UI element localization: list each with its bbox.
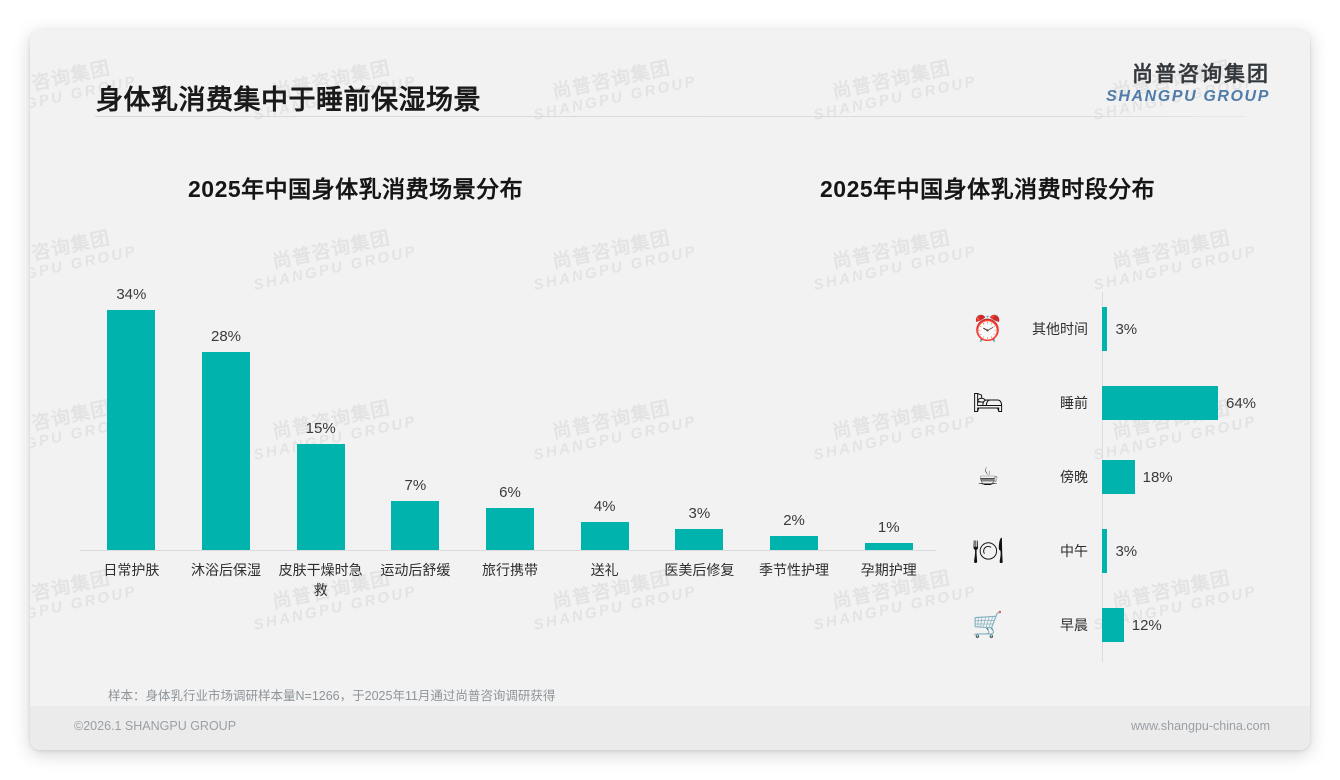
vertical-bar-column: 7% xyxy=(368,260,463,550)
bar-value-label: 2% xyxy=(783,511,805,529)
fork-plate-knife-icon: 🍽 xyxy=(972,536,1004,565)
vertical-bar xyxy=(107,310,156,550)
horizontal-bar-row: 🍽 中午 3% xyxy=(960,514,1290,588)
left-chart-title: 2025年中国身体乳消费场景分布 xyxy=(188,176,524,202)
bar-category-label: 皮肤干燥时急救 xyxy=(278,562,363,598)
shopping-cart-icon: 🛒 xyxy=(972,610,1004,639)
horizontal-bar xyxy=(1102,608,1124,642)
vertical-chart-category-labels: 日常护肤 沐浴后保湿 皮肤干燥时急救 运动后舒缓 旅行携带 送礼 医美后修复 季节性护理 孕期护… xyxy=(70,560,950,600)
vertical-bar-column: 4% xyxy=(557,260,652,550)
scene-distribution-bar-chart: 34% 28% 15% 7% 6% 4% 3% 2% 1% 日常护肤 沐浴后保湿 皮肤干燥时急救 运动… xyxy=(70,260,950,598)
slide-card: 尚普咨询集团 SHANGPU GROUP 尚普咨询集团 SHANGPU GROUP 尚普… xyxy=(30,30,1310,750)
horizontal-bar-row: ☕ 傍晚 18% xyxy=(960,440,1290,514)
alarm-clock-icon: ⏰ xyxy=(972,314,1004,343)
right-chart-title: 2025年中国身体乳消费时段分布 xyxy=(820,176,1156,202)
vertical-bar xyxy=(770,535,819,550)
vertical-bar xyxy=(580,521,629,550)
brand-name-cn: 尚普咨询集团 xyxy=(1132,63,1270,86)
horizontal-bar xyxy=(1102,460,1135,494)
slide-header: 身体乳消费集中于睡前保湿场景 尚普咨询集团 SHANGPU GROUP xyxy=(30,30,1310,122)
bed-icon: 🛏 xyxy=(972,388,1004,417)
header-divider xyxy=(95,116,1245,117)
horizontal-bar xyxy=(1102,386,1218,420)
bar-category-label: 季节性护理 xyxy=(759,562,830,578)
horizontal-bar-category-label: 睡前 xyxy=(1060,395,1088,411)
brand-logo: 尚普咨询集团 SHANGPU GROUP xyxy=(1106,62,1270,107)
vertical-bar xyxy=(864,542,913,550)
vertical-bars-plot-area: 34% 28% 15% 7% 6% 4% 3% 2% 1% xyxy=(70,260,950,550)
vertical-bar-column: 15% xyxy=(273,260,368,550)
horizontal-bar-value-label: 3% xyxy=(1115,542,1138,560)
horizontal-bar-value-label: 64% xyxy=(1226,394,1257,412)
vertical-chart-baseline xyxy=(80,550,936,551)
vertical-bar xyxy=(391,500,440,550)
vertical-bar xyxy=(675,528,724,550)
time-distribution-bar-chart: ⏰ 其他时间 3% 🛏 睡前 64% ☕ 傍晚 18% 🍽 中午 3% 🛒 早晨 12% xyxy=(960,292,1290,662)
bar-value-label: 34% xyxy=(116,286,147,303)
vertical-bar xyxy=(202,352,250,550)
bar-value-label: 4% xyxy=(593,497,616,515)
horizontal-bar-category-label: 早晨 xyxy=(1060,617,1088,633)
vertical-bar-column: 3% xyxy=(652,260,747,550)
vertical-bar-column: 1% xyxy=(841,260,936,550)
copyright-text: ©2026.1 SHANGPU GROUP xyxy=(74,719,237,733)
bar-value-label: 15% xyxy=(305,420,336,438)
horizontal-bar-track: 12% xyxy=(1102,588,1290,662)
vertical-bar-column: 6% xyxy=(463,260,558,550)
vertical-bar-column: 34% xyxy=(84,260,179,550)
horizontal-bar-category-label: 其他时间 xyxy=(1032,321,1088,337)
hot-beverage-icon: ☕ xyxy=(976,462,1000,491)
website-link[interactable]: www.shangpu-china.com xyxy=(1131,719,1270,733)
horizontal-bar-category-label: 傍晚 xyxy=(1060,469,1088,485)
bar-value-label: 3% xyxy=(688,504,711,522)
horizontal-bar-category-label: 中午 xyxy=(1060,543,1088,559)
horizontal-bar-value-label: 18% xyxy=(1142,468,1173,486)
bar-category-label: 孕期护理 xyxy=(860,562,917,578)
vertical-bar-column: 28% xyxy=(179,260,274,550)
horizontal-bar-track: 3% xyxy=(1102,292,1290,366)
horizontal-bar xyxy=(1102,529,1108,573)
bar-value-label: 28% xyxy=(210,328,242,346)
vertical-bar xyxy=(486,507,535,550)
horizontal-bar-row: ⏰ 其他时间 3% xyxy=(960,292,1290,366)
horizontal-bar-track: 18% xyxy=(1102,440,1290,514)
horizontal-bar-row: 🛒 早晨 12% xyxy=(960,588,1290,662)
bar-value-label: 6% xyxy=(499,483,521,501)
horizontal-bar-track: 3% xyxy=(1102,514,1290,588)
slide-content: 2025年中国身体乳消费场景分布 34% 28% 15% 7% 6% 4% 3% 2% 1% 日… xyxy=(30,30,1310,750)
vertical-bar-column: 2% xyxy=(747,260,842,550)
sample-footnote: 样本：身体乳行业市场调研样本量N=1266，于2025年11月通过尚普咨询调研获… xyxy=(108,689,556,703)
horizontal-bar-value-label: 3% xyxy=(1115,320,1138,338)
bar-category-label: 运动后舒缓 xyxy=(380,562,451,578)
brand-name-en: SHANGPU GROUP xyxy=(1106,88,1270,106)
bar-category-label: 医美后修复 xyxy=(664,562,735,578)
slide-footer: ©2026.1 SHANGPU GROUP www.shangpu-china.… xyxy=(30,706,1310,750)
bar-category-label: 日常护肤 xyxy=(103,562,160,578)
bar-category-label: 旅行携带 xyxy=(482,562,539,578)
bar-value-label: 7% xyxy=(404,476,427,494)
bar-category-label: 送礼 xyxy=(590,562,619,578)
bar-value-label: 1% xyxy=(877,518,900,536)
horizontal-bar-value-label: 12% xyxy=(1131,616,1162,634)
horizontal-bar-row: 🛏 睡前 64% xyxy=(960,366,1290,440)
vertical-bar xyxy=(296,444,345,550)
horizontal-bar-track: 64% xyxy=(1102,366,1290,440)
bar-category-label: 沐浴后保湿 xyxy=(191,562,261,578)
horizontal-bar xyxy=(1102,307,1108,351)
page-title: 身体乳消费集中于睡前保湿场景 xyxy=(96,85,481,115)
